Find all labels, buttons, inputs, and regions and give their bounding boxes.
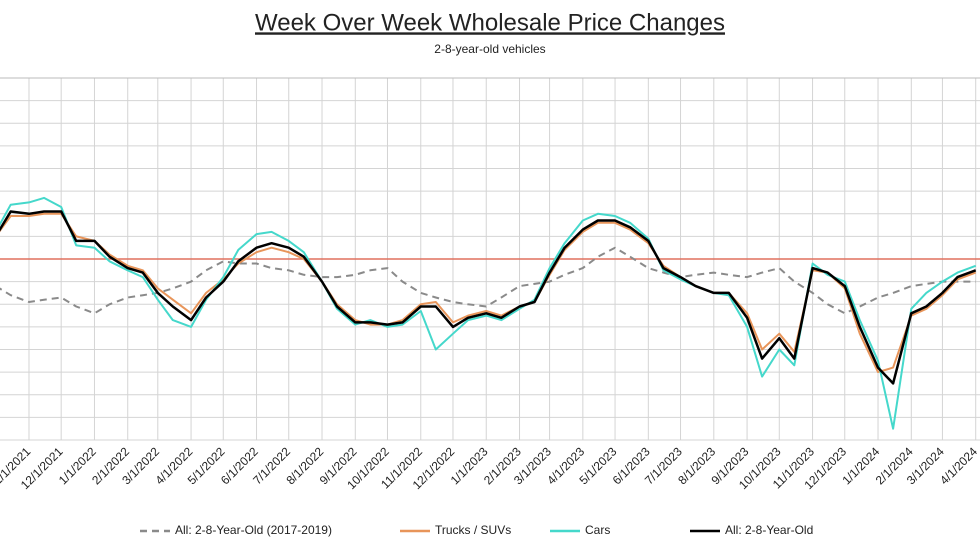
series-line: [0, 212, 977, 374]
chart-subtitle: 2-8-year-old vehicles: [434, 42, 545, 56]
series-line: [0, 196, 977, 430]
chart-title: Week Over Week Wholesale Price Changes: [255, 9, 725, 36]
legend-label: Cars: [585, 523, 610, 537]
legend-label: All: 2-8-Year-Old (2017-2019): [175, 523, 332, 537]
series-line: [0, 246, 976, 315]
series-line: [0, 210, 977, 385]
x-tick-label: 4/1/2024: [937, 444, 980, 487]
legend-label: All: 2-8-Year-Old: [725, 523, 813, 537]
legend-label: Trucks / SUVs: [435, 523, 511, 537]
